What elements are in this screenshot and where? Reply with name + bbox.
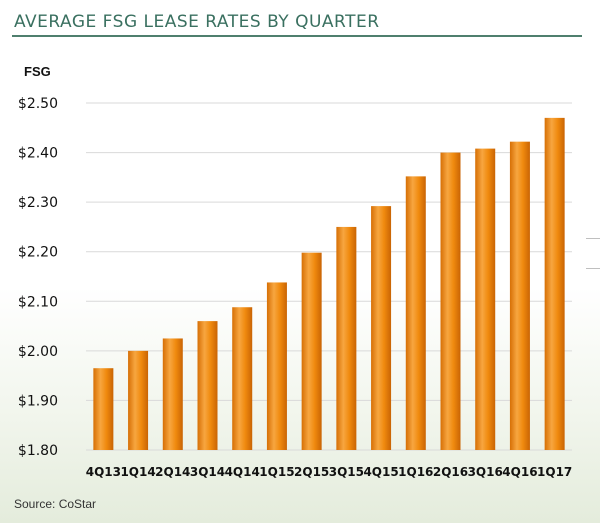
y-tick-label: $2.00	[18, 344, 58, 360]
x-tick-label: 2Q15	[294, 465, 329, 479]
x-tick-label: 1Q14	[120, 465, 155, 479]
y-axis-ticks: $1.80 $1.90 $2.00 $2.10 $2.20 $2.30 $2.40 $2.50	[18, 96, 58, 459]
bar-2Q16	[440, 152, 461, 451]
bar-1Q16	[405, 176, 426, 450]
bar-2Q14	[162, 338, 183, 450]
x-tick-label: 1Q15	[259, 465, 294, 479]
bar-3Q15	[336, 226, 357, 450]
x-tick-label: 1Q16	[398, 465, 433, 479]
x-tick-label: 4Q16	[502, 465, 537, 479]
bar-4Q14	[232, 307, 253, 450]
x-tick-label: 4Q15	[363, 465, 398, 479]
bar-1Q17	[544, 117, 565, 450]
x-tick-label: 1Q17	[537, 465, 572, 479]
bar-3Q16	[475, 148, 496, 450]
y-tick-label: $2.10	[18, 294, 58, 310]
y-axis-unit-label: FSG	[24, 64, 51, 79]
source-note: Source: CoStar	[14, 497, 97, 511]
x-tick-label: 2Q14	[155, 465, 190, 479]
x-tick-label: 4Q13	[86, 465, 121, 479]
x-tick-label: 4Q14	[225, 465, 260, 479]
x-tick-label: 3Q14	[190, 465, 225, 479]
bar-3Q14	[197, 321, 218, 450]
x-tick-label: 3Q15	[329, 465, 364, 479]
gridlines	[86, 102, 572, 451]
y-tick-label: $2.30	[18, 195, 58, 211]
x-tick-label: 3Q16	[468, 465, 503, 479]
y-tick-label: $2.20	[18, 245, 58, 261]
title-divider	[12, 35, 582, 37]
y-tick-label: $1.80	[18, 443, 58, 459]
y-tick-label: $2.50	[18, 96, 58, 112]
edge-marker	[586, 268, 600, 269]
bar-1Q14	[128, 350, 149, 450]
x-axis-ticks: 4Q13 1Q14 2Q14 3Q14 4Q14 1Q15 2Q15 3Q15 4Q15 1Q16…	[86, 465, 573, 479]
bar-4Q16	[509, 141, 530, 450]
x-tick-label: 2Q16	[433, 465, 468, 479]
edge-marker	[586, 238, 600, 239]
y-tick-label: $1.90	[18, 393, 58, 409]
bar-2Q15	[301, 252, 322, 450]
bar-1Q15	[266, 282, 287, 450]
chart-title: AVERAGE FSG LEASE RATES BY QUARTER	[14, 12, 380, 32]
bar-4Q15	[371, 206, 392, 450]
bars	[93, 117, 565, 451]
y-tick-label: $2.40	[18, 146, 58, 162]
bar-4Q13	[93, 368, 114, 450]
